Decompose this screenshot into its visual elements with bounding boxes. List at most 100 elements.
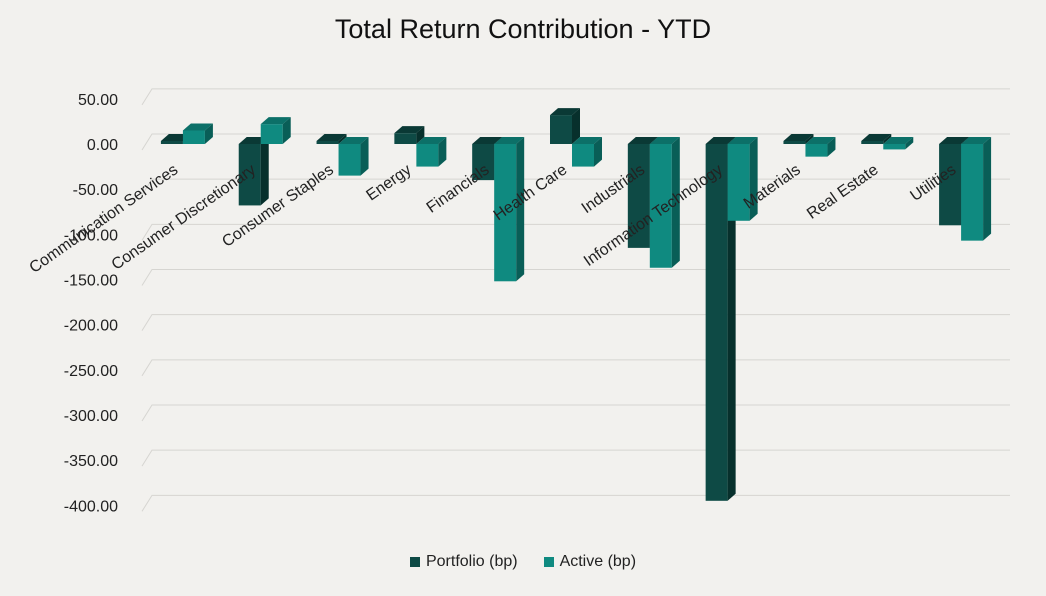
bar-front bbox=[939, 144, 962, 226]
bar-top bbox=[182, 123, 213, 131]
legend-swatch-active bbox=[543, 557, 554, 567]
bar-active-bp-financials[interactable] bbox=[494, 137, 525, 282]
bar-side bbox=[905, 137, 914, 150]
bar-front bbox=[160, 141, 183, 144]
bar-top bbox=[472, 137, 503, 144]
gridline bbox=[141, 404, 1010, 422]
bar-front bbox=[805, 144, 828, 157]
bar-active-bp-utilities[interactable] bbox=[961, 137, 992, 241]
legend-item-portfolio[interactable]: Portfolio (bp) bbox=[409, 553, 518, 571]
bar-top bbox=[316, 134, 347, 141]
bar-active-bp-energy[interactable] bbox=[416, 137, 447, 167]
bar-active-bp-consumer-staples[interactable] bbox=[338, 137, 369, 176]
bar-top bbox=[627, 137, 658, 144]
bar-top bbox=[939, 137, 970, 144]
bar-side bbox=[260, 137, 269, 206]
bar-top bbox=[550, 108, 580, 116]
bar-front bbox=[260, 124, 283, 144]
bar-portfolio-bp-materials[interactable] bbox=[783, 134, 814, 144]
bar-front bbox=[394, 133, 417, 144]
bar-portfolio-bp-health-care[interactable] bbox=[550, 108, 580, 144]
legend-label-portfolio: Portfolio (bp) bbox=[425, 553, 518, 570]
bar-side bbox=[827, 137, 836, 157]
bar-front bbox=[727, 144, 750, 221]
bar-active-bp-consumer-discretionary[interactable] bbox=[260, 117, 291, 144]
category-label-financials: Financials bbox=[424, 161, 493, 216]
bar-top bbox=[572, 137, 602, 144]
bar-active-bp-health-care[interactable] bbox=[572, 137, 602, 167]
category-label-energy: Energy bbox=[363, 161, 414, 204]
bar-top bbox=[805, 137, 836, 144]
bar-front bbox=[182, 130, 205, 144]
y-tick-label: -50.00 bbox=[73, 182, 118, 199]
bar-portfolio-bp-information-technology[interactable] bbox=[705, 137, 736, 501]
bar-side bbox=[805, 134, 814, 144]
y-tick-label: 0.00 bbox=[87, 137, 118, 154]
legend-swatch-portfolio bbox=[409, 557, 420, 567]
bar-side bbox=[749, 137, 758, 221]
bar-active-bp-materials[interactable] bbox=[805, 137, 836, 157]
bar-front bbox=[627, 144, 650, 248]
bar-active-bp-communication-services[interactable] bbox=[182, 123, 213, 144]
bar-active-bp-real-estate[interactable] bbox=[883, 137, 914, 150]
chart-title: Total Return Contribution - YTD bbox=[334, 14, 712, 44]
bar-front bbox=[572, 144, 594, 167]
bar-side bbox=[594, 137, 602, 167]
bar-top bbox=[861, 134, 892, 141]
bar-front bbox=[705, 144, 728, 501]
bar-side bbox=[883, 134, 892, 144]
legend: Portfolio (bp) Active (bp) bbox=[0, 553, 1046, 571]
bar-active-bp-information-technology[interactable] bbox=[727, 137, 758, 221]
bar-front bbox=[494, 144, 517, 282]
y-axis: 50.00 0.00 -50.00 -100.00 -150.00 -200.00 -250… bbox=[64, 92, 118, 515]
bar-front bbox=[649, 144, 672, 268]
bar-side bbox=[983, 137, 992, 241]
bar-front bbox=[783, 141, 806, 144]
category-label-consumer-discretionary: Consumer Discretionary bbox=[109, 161, 259, 273]
y-tick-label: -200.00 bbox=[64, 318, 118, 335]
bar-front bbox=[416, 144, 439, 167]
bar-top bbox=[649, 137, 680, 144]
y-tick-label: -150.00 bbox=[64, 272, 118, 289]
bar-front bbox=[883, 144, 906, 150]
legend-label-active: Active (bp) bbox=[559, 553, 637, 570]
gridline bbox=[141, 133, 1010, 151]
bar-side bbox=[338, 134, 347, 144]
bar-top bbox=[727, 137, 758, 144]
bar-front bbox=[316, 141, 339, 144]
gridline bbox=[141, 494, 1010, 512]
bar-top bbox=[394, 126, 425, 134]
y-tick-label: -300.00 bbox=[64, 408, 118, 425]
bar-front bbox=[238, 144, 261, 206]
bar-side bbox=[416, 126, 425, 144]
gridline bbox=[141, 223, 1010, 241]
bar-side bbox=[282, 117, 291, 144]
bar-side bbox=[360, 137, 369, 176]
bar-active-bp-industrials[interactable] bbox=[649, 137, 680, 268]
gridline bbox=[141, 88, 1010, 106]
bar-side bbox=[204, 123, 213, 144]
bar-front bbox=[961, 144, 984, 241]
bar-portfolio-bp-real-estate[interactable] bbox=[861, 134, 892, 144]
bar-top bbox=[260, 117, 291, 125]
bar-top bbox=[883, 137, 914, 144]
bar-front bbox=[550, 115, 572, 144]
y-tick-label: -400.00 bbox=[64, 498, 118, 515]
y-tick-label: -350.00 bbox=[64, 453, 118, 470]
y-tick-label: -250.00 bbox=[64, 363, 118, 380]
gridline bbox=[141, 268, 1010, 286]
gridline bbox=[141, 314, 1010, 331]
bar-side bbox=[438, 137, 447, 167]
bar-top bbox=[783, 134, 814, 141]
bar-portfolio-bp-consumer-staples[interactable] bbox=[316, 134, 347, 144]
legend-item-active[interactable]: Active (bp) bbox=[543, 553, 637, 571]
gridline bbox=[141, 178, 1010, 196]
gridline bbox=[141, 359, 1010, 377]
bar-portfolio-bp-energy[interactable] bbox=[394, 126, 425, 144]
bar-front bbox=[472, 144, 495, 181]
bar-side bbox=[727, 137, 736, 501]
gridline bbox=[141, 449, 1010, 467]
bar-side bbox=[572, 108, 580, 144]
